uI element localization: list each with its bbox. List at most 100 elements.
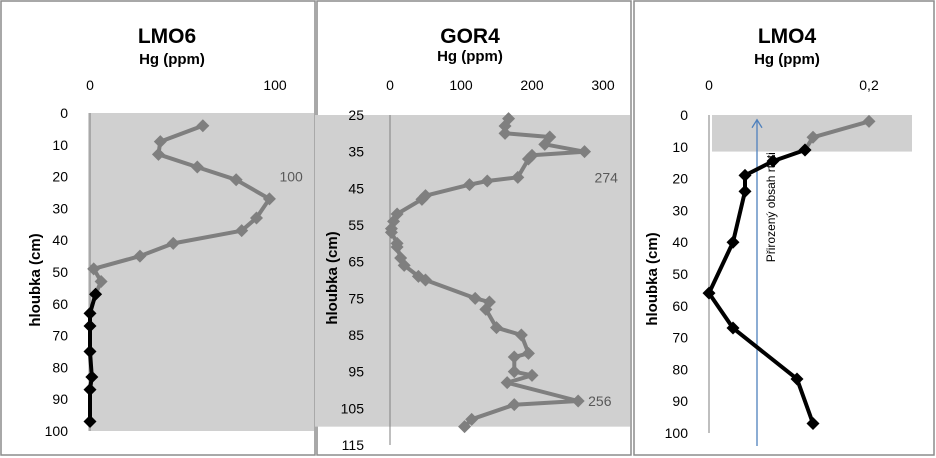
lmo4-y-tick-label: 80 bbox=[672, 361, 688, 377]
lmo6-data-point bbox=[190, 160, 204, 174]
lmo6-y-tick-label: 50 bbox=[52, 264, 68, 280]
gor4-x-tick-label: 200 bbox=[520, 77, 544, 93]
gor4-y-tick-label: 95 bbox=[348, 364, 364, 380]
lmo6-x-tick-label: 100 bbox=[263, 77, 287, 93]
gor4-data-point bbox=[465, 412, 479, 426]
gor4-data-point bbox=[538, 137, 552, 151]
gor4-data-point bbox=[490, 321, 503, 335]
lmo6-y-tick-label: 100 bbox=[45, 423, 69, 439]
gor4-x-tick-label: 0 bbox=[386, 77, 394, 93]
lmo6-title: LMO6 bbox=[138, 25, 196, 48]
gor4-data-point bbox=[498, 119, 512, 133]
lmo6-y-tick-label: 70 bbox=[52, 328, 68, 344]
lmo6-data-point bbox=[196, 119, 210, 133]
lmo6-data-point bbox=[83, 383, 97, 397]
gor4-data-point bbox=[390, 240, 404, 254]
lmo6-y-tick-label: 90 bbox=[52, 391, 68, 407]
gor4-y-tick-label: 75 bbox=[348, 290, 364, 306]
lmo6-data-point bbox=[89, 287, 103, 301]
lmo6-data-point bbox=[85, 370, 99, 384]
lmo4-y-tick-label: 100 bbox=[665, 425, 689, 441]
gor4-data-point bbox=[458, 420, 472, 434]
lmo4-reference-label: Přirozený obsah rtuti bbox=[764, 152, 778, 262]
lmo4-data-point bbox=[766, 154, 780, 168]
gor4-data-point bbox=[498, 126, 512, 140]
lmo6-shaded-region bbox=[88, 113, 314, 431]
gor4-y-tick-label: 85 bbox=[348, 327, 364, 343]
lmo4-data-point bbox=[798, 143, 812, 157]
gor4-data-point bbox=[521, 346, 535, 360]
lmo4-y-tick-label: 90 bbox=[672, 393, 688, 409]
gor4-data-point bbox=[419, 273, 432, 287]
gor4-y-tick-label: 65 bbox=[348, 254, 364, 270]
gor4-data-point bbox=[507, 398, 521, 412]
lmo6-data-point bbox=[151, 147, 165, 161]
gor4-data-point bbox=[384, 225, 398, 239]
gor4-data-point bbox=[468, 291, 482, 305]
gor4-x-axis-label: Hg (ppm) bbox=[437, 48, 503, 65]
lmo4-data-point bbox=[806, 130, 820, 144]
gor4-annotation: 256 bbox=[588, 393, 612, 409]
gor4-y-tick-label: 55 bbox=[348, 217, 364, 233]
lmo6-data-point bbox=[133, 249, 147, 263]
gor4-data-point bbox=[507, 365, 521, 379]
lmo6-y-tick-label: 80 bbox=[52, 359, 68, 375]
lmo4-y-tick-label: 70 bbox=[672, 330, 688, 346]
gor4-data-point bbox=[521, 152, 535, 166]
lmo4-y-tick-label: 40 bbox=[672, 234, 688, 250]
lmo4-data-point bbox=[702, 286, 716, 300]
gor4-data-point bbox=[578, 145, 592, 159]
lmo4-data-point bbox=[862, 114, 876, 128]
gor4-data-point bbox=[397, 258, 411, 272]
gor4-data-point bbox=[525, 368, 539, 382]
lmo6-data-point bbox=[262, 192, 276, 206]
gor4-data-point bbox=[571, 394, 585, 408]
lmo4-y-axis-label: hloubka (cm) bbox=[644, 232, 661, 325]
gor4-data-point bbox=[514, 328, 528, 342]
lmo6-y-tick-label: 20 bbox=[52, 169, 68, 185]
lmo6-data-point bbox=[250, 211, 263, 225]
gor4-y-axis-label: hloubka (cm) bbox=[324, 231, 341, 324]
gor4-data-point bbox=[500, 376, 514, 390]
lmo4-x-tick-label: 0 bbox=[705, 77, 713, 93]
lmo6-y-tick-label: 30 bbox=[52, 200, 68, 216]
lmo4-data-point bbox=[726, 321, 740, 335]
lmo6-y-tick-label: 0 bbox=[60, 105, 68, 121]
lmo4-reference-arrow-icon bbox=[751, 118, 763, 129]
lmo6-annotation: 100 bbox=[279, 169, 303, 185]
gor4-y-tick-label: 105 bbox=[341, 400, 365, 416]
lmo6-data-point bbox=[83, 306, 97, 320]
lmo6-y-tick-label: 60 bbox=[52, 296, 68, 312]
lmo4-y-tick-label: 10 bbox=[672, 139, 688, 155]
lmo6-data-point bbox=[166, 236, 180, 250]
lmo4-y-tick-label: 60 bbox=[672, 298, 688, 314]
lmo6-y-tick-label: 10 bbox=[52, 137, 68, 153]
gor4-data-point bbox=[463, 178, 477, 192]
lmo4-y-tick-label: 0 bbox=[680, 107, 688, 123]
lmo6-data-point bbox=[94, 275, 108, 289]
lmo4-y-tick-label: 20 bbox=[672, 171, 688, 187]
gor4-y-tick-label: 25 bbox=[348, 107, 364, 123]
lmo4-data-point bbox=[726, 235, 740, 249]
lmo6-data-point bbox=[153, 135, 167, 149]
lmo4-data-point bbox=[790, 372, 804, 386]
lmo6-y-axis-label: hloubka (cm) bbox=[27, 233, 44, 326]
panel-lmo4-border bbox=[633, 0, 935, 456]
lmo4-data-point bbox=[738, 168, 752, 182]
lmo4-x-tick-label: 0,2 bbox=[859, 77, 879, 93]
lmo6-data-point bbox=[83, 414, 97, 428]
chart-lmo4: LMO4 Hg (ppm) hloubka (cm) 0 0,2 0 10 20 30 4… bbox=[644, 25, 912, 446]
gor4-data-point bbox=[511, 170, 525, 184]
gor4-y-tick-label: 35 bbox=[348, 144, 364, 160]
lmo4-title: LMO4 bbox=[758, 25, 817, 48]
gor4-data-point bbox=[415, 192, 429, 206]
lmo6-data-point bbox=[87, 262, 101, 276]
gor4-data-point bbox=[479, 302, 493, 316]
lmo4-x-axis-label: Hg (ppm) bbox=[754, 51, 820, 68]
gor4-annotation: 274 bbox=[595, 169, 619, 185]
lmo6-data-point bbox=[229, 173, 243, 187]
lmo4-data-point bbox=[806, 416, 820, 430]
lmo6-y-tick-label: 40 bbox=[52, 232, 68, 248]
gor4-data-point bbox=[480, 174, 494, 188]
